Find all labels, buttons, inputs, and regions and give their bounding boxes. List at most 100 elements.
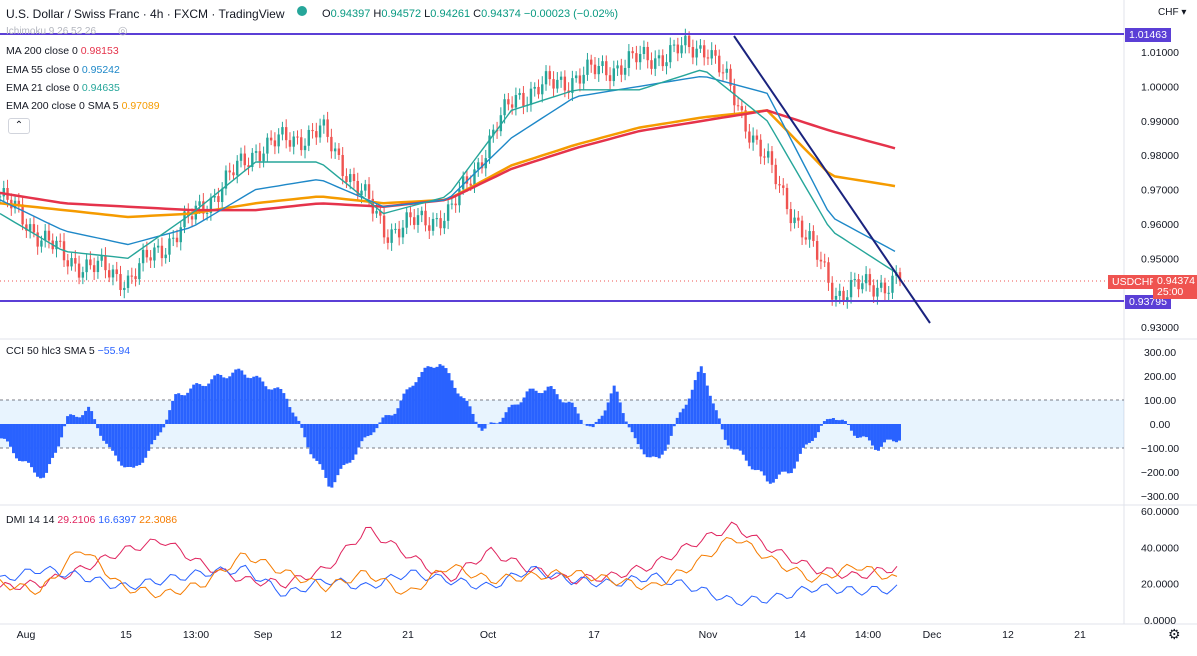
- time-tick: 15: [120, 629, 132, 641]
- cci-bar: [669, 424, 673, 436]
- cci-bar: [36, 424, 40, 477]
- cci-bar: [609, 393, 613, 424]
- cci-bar: [390, 415, 394, 424]
- price-tick: 0.93000: [1141, 322, 1179, 334]
- dmi-tick: 20.0000: [1141, 579, 1179, 591]
- collapse-legend-button[interactable]: ⌃: [8, 118, 30, 134]
- ichimoku-label[interactable]: Ichimoku 9 26 52 26: [6, 26, 97, 37]
- dmi-legend[interactable]: DMI 14 14 29.2106 16.6397 22.3086: [6, 514, 177, 526]
- candle-body: [714, 50, 717, 56]
- candle-body: [684, 35, 687, 46]
- candle-body: [164, 254, 167, 259]
- cci-bar: [795, 424, 799, 462]
- candle-body: [92, 265, 96, 273]
- cci-bar: [324, 424, 328, 478]
- currency-selector[interactable]: CHF ▾: [1158, 7, 1187, 18]
- candle-body: [156, 245, 160, 248]
- cci-bar: [129, 424, 133, 467]
- cci-bar: [672, 424, 676, 427]
- cci-bar: [510, 404, 514, 424]
- cci-bar: [114, 424, 118, 456]
- candle-body: [755, 135, 759, 140]
- indicator-ema55[interactable]: EMA 55 close 0 0.95242: [6, 64, 120, 76]
- cci-bar: [378, 422, 382, 424]
- cci-bar: [867, 424, 871, 441]
- cci-bar: [714, 410, 718, 424]
- cci-legend[interactable]: CCI 50 hlc3 SMA 5 −55.94: [6, 345, 130, 357]
- candle-body: [364, 184, 367, 191]
- cci-bar: [726, 424, 730, 446]
- cci-bar: [267, 389, 271, 424]
- candle-body: [492, 129, 495, 136]
- cci-bar: [792, 424, 796, 469]
- candle-body: [522, 92, 525, 106]
- candle-body: [386, 237, 390, 243]
- candle-body: [382, 215, 386, 238]
- cci-bar: [96, 424, 100, 429]
- indicator-ema21[interactable]: EMA 21 close 0 0.94635: [6, 82, 120, 94]
- cci-bar: [495, 423, 499, 424]
- cci-bar: [564, 402, 568, 424]
- cci-bar: [654, 424, 658, 458]
- cci-bar: [534, 390, 538, 424]
- candle-body: [838, 290, 841, 296]
- cci-bar: [141, 424, 145, 463]
- candle-body: [650, 60, 653, 69]
- candle-body: [431, 218, 435, 231]
- cci-bar: [21, 424, 25, 462]
- cci-bar: [417, 377, 421, 424]
- candle-body: [341, 154, 344, 177]
- cci-bar: [786, 424, 790, 474]
- candle-body: [608, 75, 612, 82]
- cci-bar: [612, 385, 616, 424]
- cci-bar: [276, 387, 280, 424]
- eye-off-icon[interactable]: ◎: [118, 25, 128, 37]
- symbol-title[interactable]: U.S. Dollar / Swiss Franc · 4h · FXCM · …: [6, 7, 285, 21]
- cci-bar: [537, 392, 541, 424]
- cci-bar: [402, 393, 406, 424]
- dmi-line-2: [0, 536, 898, 599]
- cci-bar: [75, 416, 79, 424]
- indicator-ma200[interactable]: MA 200 close 0 0.98153: [6, 45, 119, 57]
- candle-body: [21, 204, 24, 225]
- cci-bar: [399, 400, 403, 424]
- cci-bar: [696, 371, 700, 424]
- candle-body: [130, 275, 133, 277]
- cci-bar: [489, 422, 493, 424]
- candle-body: [461, 176, 465, 190]
- cci-bar: [420, 371, 424, 424]
- dmi-minus-value: 22.3086: [139, 514, 178, 526]
- cci-bar: [711, 403, 715, 424]
- cci-bar: [306, 424, 310, 448]
- cci-bar: [606, 402, 610, 424]
- cci-bar: [78, 417, 82, 424]
- indicator-ema200-sma5[interactable]: EMA 200 close 0 SMA 5 0.97089: [6, 100, 160, 112]
- cci-bar: [300, 424, 304, 428]
- candle-body: [435, 218, 439, 220]
- cci-bar: [894, 424, 898, 443]
- cci-bar: [405, 389, 409, 424]
- cci-bar: [621, 413, 625, 424]
- downtrend-line[interactable]: [733, 35, 931, 324]
- cci-bar: [813, 424, 817, 438]
- cci-bar: [513, 404, 517, 424]
- settings-gear-icon[interactable]: ⚙: [1168, 626, 1181, 642]
- cci-bar: [387, 415, 391, 424]
- cci-label: CCI 50 hlc3 SMA 5: [6, 345, 95, 357]
- cci-bar: [63, 424, 67, 427]
- indicator-value: 0.95242: [81, 64, 120, 76]
- cci-bar: [645, 424, 649, 458]
- candle-body: [721, 72, 725, 74]
- cci-tick: 200.00: [1144, 371, 1176, 383]
- candle-body: [36, 232, 39, 247]
- candle-body: [635, 53, 638, 63]
- bar-countdown: 25:00: [1157, 286, 1184, 298]
- cci-bar: [357, 424, 361, 448]
- cci-bar: [12, 424, 16, 454]
- candle-body: [767, 151, 770, 158]
- candle-body: [620, 65, 623, 75]
- price-tick: 1.01000: [1141, 47, 1179, 59]
- candle-body: [695, 48, 698, 58]
- cci-bar: [873, 424, 877, 450]
